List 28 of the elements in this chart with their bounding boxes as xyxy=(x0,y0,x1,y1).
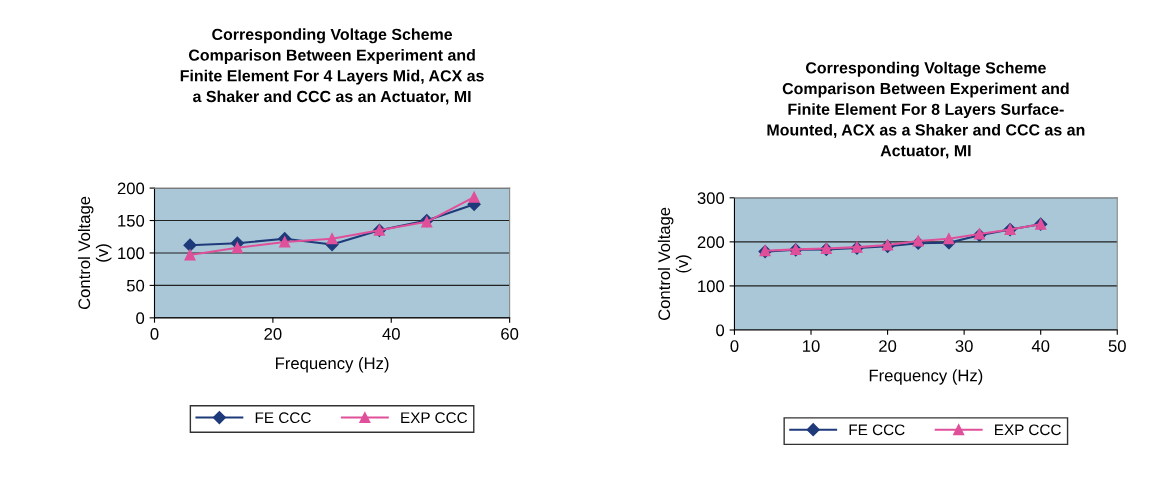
y-tick-label: 100 xyxy=(698,280,725,293)
y-axis-title: Control Voltage (v) xyxy=(77,196,112,310)
legend-label: FE CCC xyxy=(849,424,905,436)
y-tick-label: 0 xyxy=(136,312,145,325)
legend-label: EXP CCC xyxy=(401,412,468,424)
x-tick-label: 10 xyxy=(803,340,820,352)
y-tick-label: 200 xyxy=(697,236,725,249)
y-tick-label: 150 xyxy=(118,214,145,227)
x-tick-label: 0 xyxy=(730,340,739,352)
x-tick-label: 0 xyxy=(150,328,159,340)
x-axis-title: Frequency (Hz) xyxy=(869,369,983,385)
legend-label: EXP CCC xyxy=(995,424,1061,436)
x-tick-label: 20 xyxy=(264,328,282,340)
y-tick-label: 300 xyxy=(697,192,725,205)
chart-title: Corresponding Voltage Scheme Comparison Between Experiment and Finite Element For 4 Layers Mid, ACX as a Shaker and CCC as an Actuator, MI xyxy=(180,28,484,105)
x-tick-label: 40 xyxy=(382,328,400,340)
y-tick-label: 50 xyxy=(126,279,145,292)
x-tick-label: 20 xyxy=(879,340,897,352)
chart-title: Corresponding Voltage Scheme Comparison Between Experiment and Finite Element For 8 Layers Surface- Mounted, ACX as a Shaker and CCC as an Actuator, MI xyxy=(767,61,1085,159)
x-tick-label: 40 xyxy=(1031,340,1050,352)
x-tick-label: 60 xyxy=(501,328,519,340)
x-tick-label: 30 xyxy=(955,340,973,352)
y-tick-label: 100 xyxy=(118,247,145,260)
legend-label: FE CCC xyxy=(255,412,311,424)
y-tick-label: 200 xyxy=(117,182,145,195)
y-axis-title: Control Voltage (v) xyxy=(657,207,692,321)
x-tick-label: 50 xyxy=(1108,340,1126,352)
x-axis-title: Frequency (Hz) xyxy=(276,356,389,373)
